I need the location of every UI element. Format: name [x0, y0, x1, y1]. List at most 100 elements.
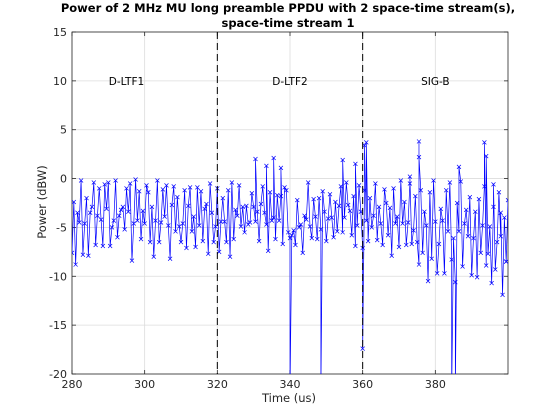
y-tick-label: -20 — [49, 368, 67, 381]
data-point — [302, 213, 307, 218]
data-point — [402, 199, 407, 205]
data-point — [333, 199, 338, 205]
data-point — [146, 190, 151, 195]
data-point — [287, 235, 293, 241]
data-point — [453, 279, 458, 285]
data-point — [109, 225, 115, 230]
data-point — [84, 195, 89, 201]
y-tick-label: 0 — [60, 173, 67, 186]
data-point — [478, 250, 483, 256]
data-point — [404, 242, 409, 248]
data-point — [311, 196, 316, 202]
data-point — [176, 224, 182, 229]
data-point — [485, 251, 491, 257]
data-point — [500, 292, 505, 298]
data-point — [131, 221, 137, 226]
data-point — [433, 219, 438, 224]
data-point — [442, 271, 447, 276]
data-point — [206, 251, 211, 257]
data-point — [271, 215, 276, 220]
data-point — [166, 223, 171, 228]
data-point — [151, 254, 156, 259]
data-point — [222, 219, 227, 224]
x-tick-label: 340 — [280, 378, 301, 391]
data-point — [351, 193, 356, 199]
data-point — [115, 234, 120, 240]
data-point — [284, 188, 289, 193]
data-point — [144, 183, 149, 188]
data-point — [171, 184, 176, 189]
data-point — [173, 229, 178, 234]
data-point — [353, 243, 358, 249]
x-tick-label: 280 — [62, 378, 83, 391]
data-point — [462, 221, 467, 226]
data-point — [491, 204, 496, 210]
data-point — [482, 184, 487, 189]
data-point — [127, 181, 133, 186]
data-point — [502, 215, 507, 220]
data-point — [293, 242, 298, 248]
data-point — [142, 221, 147, 226]
plot-area: 280 300 320 340 360 380 15 10 5 0 -5 -10 -15 -20 D-LTF… — [49, 26, 509, 391]
data-point — [160, 187, 166, 192]
data-point — [454, 200, 460, 206]
data-point — [269, 218, 275, 223]
data-point — [447, 180, 453, 185]
data-point — [416, 154, 422, 160]
data-point — [296, 225, 302, 230]
data-point — [483, 263, 489, 268]
data-point — [344, 180, 349, 185]
data-point — [240, 204, 246, 210]
data-point — [405, 220, 411, 225]
data-point — [180, 221, 186, 226]
data-point — [364, 218, 369, 223]
data-point — [396, 244, 402, 250]
data-point — [196, 223, 202, 228]
data-point — [365, 238, 371, 244]
data-point — [360, 346, 365, 351]
data-point — [225, 188, 231, 193]
data-point — [409, 241, 414, 247]
data-point — [385, 232, 391, 238]
data-point — [227, 254, 233, 259]
data-point — [231, 236, 236, 242]
data-point — [416, 139, 422, 144]
data-point — [445, 229, 451, 234]
y-tick-label: 5 — [60, 124, 67, 137]
data-point — [458, 179, 464, 184]
data-point — [364, 140, 369, 145]
data-point — [465, 233, 471, 239]
y-axis-label: Power (dBW) — [35, 165, 49, 239]
data-point — [471, 235, 476, 241]
data-point — [498, 233, 503, 239]
data-point — [256, 238, 262, 244]
x-tick-label: 380 — [425, 378, 446, 391]
data-point — [155, 178, 160, 183]
data-point — [235, 213, 240, 218]
x-tick-label: 360 — [352, 378, 373, 391]
data-point — [253, 156, 258, 162]
data-point — [505, 197, 508, 203]
data-point — [251, 204, 256, 210]
data-point — [242, 230, 247, 235]
data-point — [304, 217, 309, 222]
data-point — [138, 236, 144, 242]
data-point — [463, 207, 469, 213]
data-point — [384, 200, 389, 206]
data-point — [238, 224, 244, 229]
data-point — [275, 192, 280, 198]
data-point — [249, 190, 255, 196]
data-point — [82, 221, 87, 226]
region-label: D-LTF1 — [109, 76, 144, 88]
data-point — [305, 180, 311, 185]
data-point — [298, 222, 304, 227]
data-point — [425, 278, 431, 284]
data-point — [267, 190, 273, 195]
data-point — [378, 221, 384, 226]
data-point — [338, 184, 344, 189]
data-point — [322, 209, 327, 215]
data-point — [153, 218, 158, 223]
data-point — [394, 214, 400, 219]
